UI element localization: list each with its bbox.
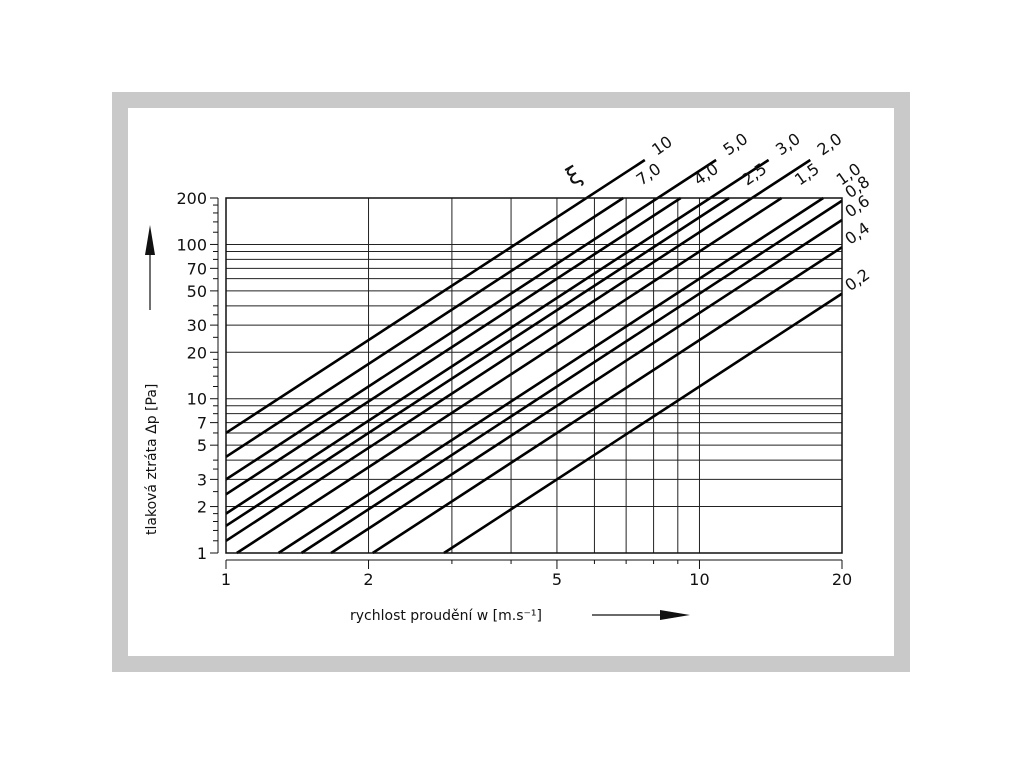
- series-label: 4,0: [690, 159, 722, 189]
- xi-symbol: ξ: [561, 160, 587, 191]
- x-tick-label: 2: [363, 570, 373, 589]
- series-line-1-0: [277, 196, 824, 555]
- series-label: 0,6: [841, 191, 873, 221]
- plot-border: [225, 197, 843, 554]
- series-line-1-5: [236, 196, 783, 555]
- series-label: 1,5: [791, 159, 823, 189]
- x-tick-label: 20: [832, 570, 852, 589]
- y-tick-label: 1: [197, 544, 207, 563]
- x-axis-arrow: [592, 610, 690, 620]
- y-tick-label: 20: [187, 343, 207, 362]
- y-axis-arrow: [145, 225, 155, 310]
- series-line-3-0: [225, 158, 770, 515]
- series-line-10: [225, 158, 646, 435]
- series-lines: [225, 158, 843, 555]
- series-line-7-0: [225, 196, 624, 458]
- x-tick-label: 1: [221, 570, 231, 589]
- series-label: 5,0: [719, 129, 751, 159]
- y-tick-label: 5: [197, 436, 207, 455]
- series-line-0-6: [330, 218, 843, 555]
- y-tick-label: 200: [176, 189, 207, 208]
- series-line-0-8: [300, 199, 843, 555]
- y-axis-label: tlaková ztráta Δp [Pa]: [144, 384, 160, 535]
- series-label: 10: [648, 132, 676, 159]
- series-label: 3,0: [772, 129, 804, 159]
- y-tick-label: 70: [187, 259, 207, 278]
- y-tick-label: 100: [176, 235, 207, 254]
- y-tick-label: 3: [197, 470, 207, 489]
- series-label: 2,5: [738, 159, 770, 189]
- y-tick-label: 2: [197, 498, 207, 517]
- y-tick-label: 30: [187, 316, 207, 335]
- series-label: 2,0: [814, 129, 846, 159]
- y-tick-label: 7: [197, 414, 207, 433]
- x-tick-label: 10: [689, 570, 709, 589]
- x-tick-label: 5: [552, 570, 562, 589]
- series-label: 0,2: [841, 265, 873, 295]
- axes: 1 2 5 10 20 1 2 3 5 7 10 20 30 50 70 100 200: [176, 189, 852, 589]
- y-tick-label: 10: [187, 390, 207, 409]
- grid: [226, 198, 842, 553]
- series-line-4-0: [225, 196, 682, 496]
- series-line-5-0: [225, 158, 717, 481]
- series-line-2-5: [225, 196, 730, 527]
- series-label: 0,4: [841, 218, 873, 248]
- x-axis-label: rychlost proudění w [m.s⁻¹]: [350, 608, 542, 624]
- y-tick-label: 50: [187, 282, 207, 301]
- series-line-0-4: [372, 246, 843, 555]
- series-line-0-2: [443, 292, 843, 555]
- series-line-2-0: [225, 158, 812, 542]
